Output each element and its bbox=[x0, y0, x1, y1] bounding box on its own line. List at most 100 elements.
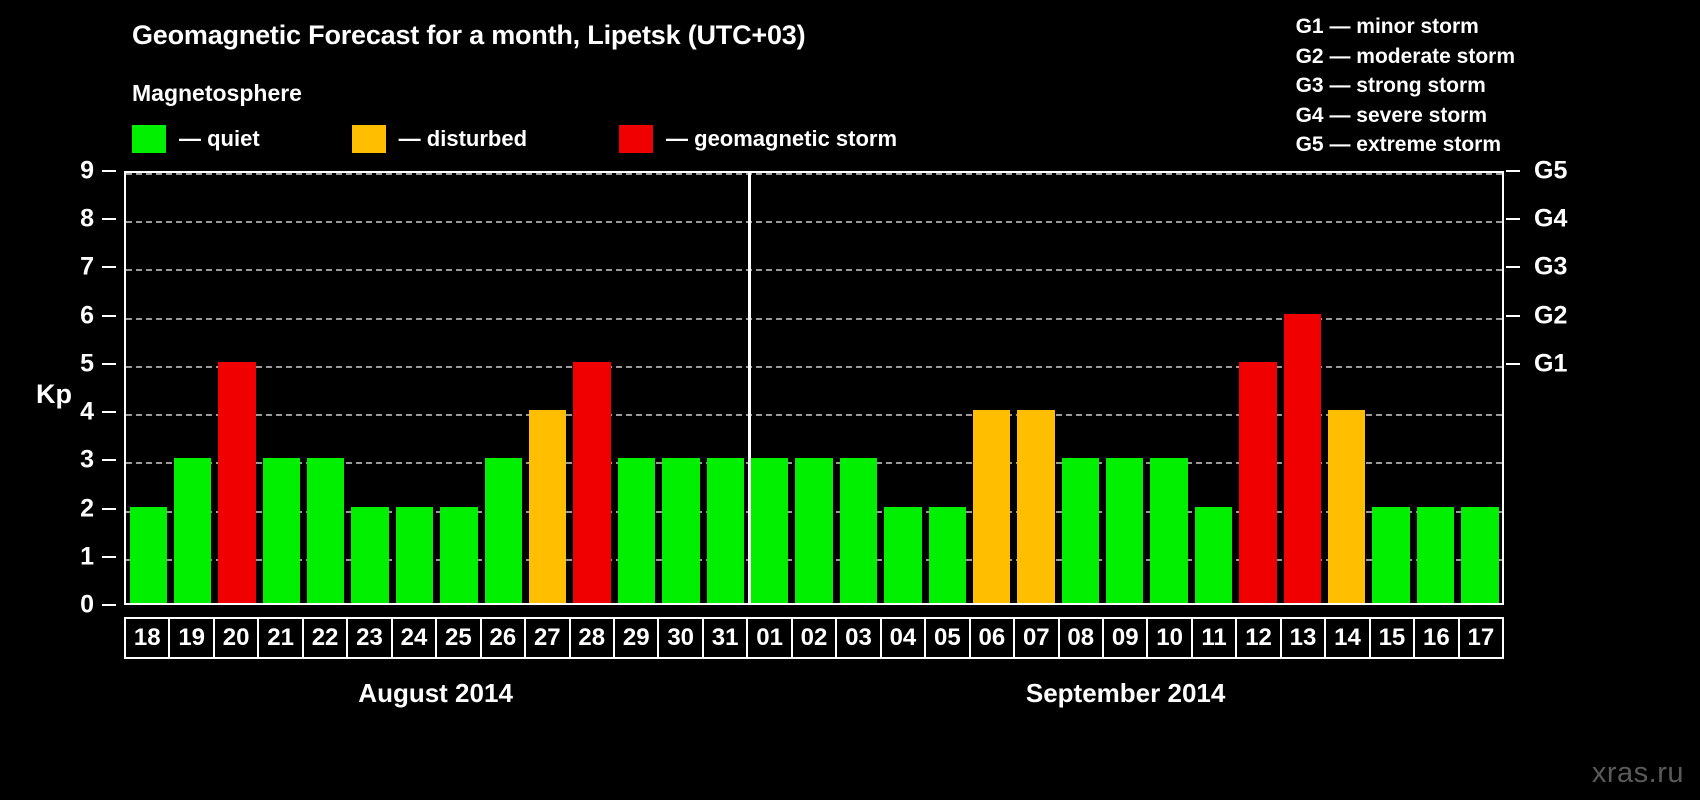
bar[interactable] bbox=[1461, 506, 1499, 603]
bar-cell[interactable] bbox=[215, 173, 259, 603]
day-label[interactable]: 20 bbox=[214, 619, 260, 657]
day-label[interactable]: 27 bbox=[526, 619, 571, 657]
day-label[interactable]: 11 bbox=[1192, 619, 1238, 657]
bar-cell[interactable] bbox=[526, 173, 570, 603]
bar[interactable] bbox=[839, 458, 878, 603]
day-label[interactable]: 29 bbox=[614, 619, 660, 657]
bar-cell[interactable] bbox=[703, 173, 747, 603]
bar[interactable] bbox=[795, 458, 833, 603]
bar[interactable] bbox=[1061, 458, 1100, 603]
bar[interactable] bbox=[1017, 410, 1055, 603]
bar-cell[interactable] bbox=[1191, 173, 1235, 603]
bar[interactable] bbox=[750, 458, 789, 603]
day-label[interactable]: 16 bbox=[1415, 619, 1460, 657]
day-label[interactable]: 24 bbox=[392, 619, 438, 657]
y-axis-tick-mark bbox=[102, 555, 116, 558]
y-axis-tick-label: 8 bbox=[80, 204, 94, 233]
bar-cell[interactable] bbox=[481, 173, 525, 603]
bar-cell[interactable] bbox=[392, 173, 436, 603]
day-label[interactable]: 15 bbox=[1370, 619, 1416, 657]
bar-cell[interactable] bbox=[792, 173, 836, 603]
bar[interactable] bbox=[1283, 313, 1322, 603]
bar-cell[interactable] bbox=[614, 173, 658, 603]
bar[interactable] bbox=[1416, 506, 1455, 603]
bar-cell[interactable] bbox=[437, 173, 481, 603]
day-label[interactable]: 25 bbox=[437, 619, 482, 657]
bar-cell[interactable] bbox=[348, 173, 392, 603]
bar-cell[interactable] bbox=[1014, 173, 1058, 603]
bar-cell[interactable] bbox=[304, 173, 348, 603]
day-label[interactable]: 23 bbox=[348, 619, 393, 657]
day-label[interactable]: 01 bbox=[748, 619, 793, 657]
day-label[interactable]: 04 bbox=[881, 619, 927, 657]
bar[interactable] bbox=[617, 458, 656, 603]
bar[interactable] bbox=[262, 458, 301, 603]
bar[interactable] bbox=[1239, 361, 1277, 603]
day-label[interactable]: 07 bbox=[1015, 619, 1060, 657]
day-label[interactable]: 31 bbox=[703, 619, 749, 657]
day-label[interactable]: 10 bbox=[1148, 619, 1193, 657]
bar[interactable] bbox=[884, 506, 922, 603]
day-label[interactable]: 18 bbox=[126, 619, 171, 657]
bar-cell[interactable] bbox=[1236, 173, 1280, 603]
day-label[interactable]: 05 bbox=[926, 619, 971, 657]
bar-cell[interactable] bbox=[1280, 173, 1324, 603]
bar[interactable] bbox=[1328, 410, 1366, 603]
bar-cell[interactable] bbox=[1458, 173, 1502, 603]
bar[interactable] bbox=[351, 506, 389, 603]
bar-cell[interactable] bbox=[170, 173, 214, 603]
bar-cell[interactable] bbox=[1369, 173, 1413, 603]
y-axis-tick-label: 1 bbox=[80, 542, 94, 571]
day-label[interactable]: 14 bbox=[1326, 619, 1371, 657]
bar-cell[interactable] bbox=[659, 173, 703, 603]
bar[interactable] bbox=[173, 458, 212, 603]
watermark: xras.ru bbox=[1591, 757, 1684, 789]
gscale-line-g5: G5 — extreme storm bbox=[1295, 133, 1502, 156]
day-label[interactable]: 02 bbox=[792, 619, 838, 657]
bar[interactable] bbox=[972, 410, 1011, 603]
day-label[interactable]: 19 bbox=[170, 619, 215, 657]
bar[interactable] bbox=[1372, 506, 1410, 603]
bar-cell[interactable] bbox=[1325, 173, 1369, 603]
bar[interactable] bbox=[1106, 458, 1144, 603]
bar[interactable] bbox=[662, 458, 700, 603]
bar[interactable] bbox=[440, 506, 478, 603]
bar-cell[interactable] bbox=[1058, 173, 1102, 603]
bar[interactable] bbox=[928, 506, 966, 603]
bar-cell[interactable] bbox=[1413, 173, 1457, 603]
day-label[interactable]: 28 bbox=[570, 619, 615, 657]
bar-cell[interactable] bbox=[570, 173, 614, 603]
bar-cell[interactable] bbox=[747, 173, 791, 603]
bar-cell[interactable] bbox=[126, 173, 170, 603]
bar-cell[interactable] bbox=[925, 173, 969, 603]
bar-cell[interactable] bbox=[1147, 173, 1191, 603]
day-label[interactable]: 09 bbox=[1103, 619, 1149, 657]
day-label[interactable]: 26 bbox=[481, 619, 527, 657]
bar[interactable] bbox=[1194, 506, 1233, 603]
bar[interactable] bbox=[706, 458, 744, 603]
day-label[interactable]: 30 bbox=[659, 619, 704, 657]
bar[interactable] bbox=[529, 410, 567, 603]
y-axis-tick-label: 7 bbox=[80, 252, 94, 281]
bar[interactable] bbox=[484, 458, 523, 603]
bar[interactable] bbox=[218, 361, 256, 603]
bar-cell[interactable] bbox=[259, 173, 303, 603]
day-label[interactable]: 17 bbox=[1459, 619, 1503, 657]
bar-cell[interactable] bbox=[1103, 173, 1147, 603]
bar[interactable] bbox=[1150, 458, 1188, 603]
day-label[interactable]: 08 bbox=[1059, 619, 1104, 657]
bar-cell[interactable] bbox=[969, 173, 1013, 603]
day-label[interactable]: 12 bbox=[1237, 619, 1282, 657]
bar-cell[interactable] bbox=[836, 173, 880, 603]
bar[interactable] bbox=[129, 506, 167, 603]
day-label[interactable]: 22 bbox=[303, 619, 349, 657]
bar[interactable] bbox=[573, 361, 611, 603]
day-label[interactable]: 03 bbox=[837, 619, 882, 657]
bar-cell[interactable] bbox=[881, 173, 925, 603]
day-label[interactable]: 21 bbox=[259, 619, 304, 657]
legend-label-quiet: — quiet bbox=[179, 126, 260, 151]
day-label[interactable]: 06 bbox=[970, 619, 1016, 657]
day-label[interactable]: 13 bbox=[1281, 619, 1327, 657]
bar[interactable] bbox=[395, 506, 434, 603]
bar[interactable] bbox=[307, 458, 345, 603]
